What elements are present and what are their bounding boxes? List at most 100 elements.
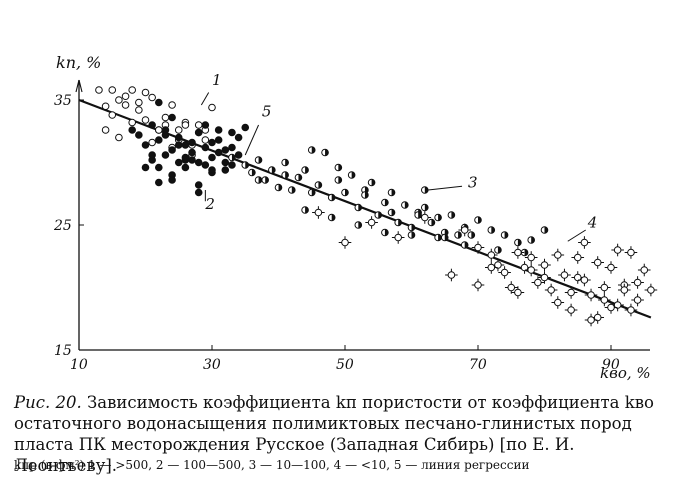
point-series-3 — [261, 176, 270, 184]
point-series-1 — [168, 101, 176, 109]
point-series-4 — [518, 261, 531, 274]
point-series-2 — [188, 148, 196, 157]
point-series-3 — [514, 238, 522, 247]
point-series-1 — [121, 92, 130, 101]
point-series-1 — [141, 116, 150, 124]
point-series-1 — [108, 86, 117, 94]
point-series-3 — [294, 173, 303, 182]
point-series-2 — [155, 98, 163, 107]
point-series-2 — [155, 178, 163, 187]
annotation-leader — [567, 229, 586, 242]
point-series-1 — [101, 102, 110, 111]
point-series-3 — [487, 226, 496, 234]
point-series-3 — [367, 178, 376, 187]
point-series-3 — [434, 233, 442, 242]
point-series-3 — [394, 218, 403, 227]
caption-text: Зависимость коэффициента kп пористости о… — [14, 393, 654, 475]
point-series-3 — [440, 233, 449, 242]
point-series-3 — [500, 231, 509, 239]
point-series-4 — [624, 246, 638, 259]
point-series-3 — [381, 198, 389, 207]
point-series-4 — [631, 293, 644, 307]
point-series-2 — [148, 121, 156, 129]
x-tick-label: 90 — [602, 357, 620, 373]
point-series-4 — [471, 241, 485, 254]
point-series-4 — [637, 263, 651, 277]
point-series-1 — [128, 86, 136, 94]
annotation-label: 3 — [468, 174, 478, 192]
point-series-2 — [161, 131, 170, 139]
point-series-2 — [194, 188, 203, 197]
point-series-2 — [155, 136, 163, 144]
y-tick-label: 25 — [53, 218, 72, 234]
point-series-3 — [374, 211, 383, 219]
point-series-3 — [354, 203, 363, 212]
point-series-3 — [334, 163, 343, 172]
point-series-4 — [598, 281, 611, 294]
point-series-3 — [527, 236, 536, 244]
point-series-1 — [208, 103, 216, 112]
point-series-2 — [141, 163, 150, 172]
point-series-4 — [471, 278, 485, 292]
point-series-2 — [208, 138, 216, 147]
point-series-4 — [485, 248, 498, 262]
point-series-4 — [524, 251, 538, 264]
point-series-3 — [460, 241, 469, 249]
point-series-4 — [558, 268, 571, 282]
y-tick-label: 35 — [54, 93, 72, 109]
annotation-label: 1 — [212, 71, 222, 89]
point-series-2 — [155, 163, 163, 172]
point-series-4 — [604, 301, 618, 314]
point-series-2 — [221, 158, 230, 167]
point-series-3 — [268, 166, 276, 174]
point-series-4 — [564, 303, 578, 317]
point-series-3 — [314, 181, 323, 189]
point-series-4 — [551, 296, 565, 309]
scatter-figure: 1 2 3 4 5 10 30 50 70 90 15 25 35 kп, % kво, % — [53, 53, 658, 382]
point-series-2 — [174, 158, 183, 167]
point-series-2 — [188, 156, 196, 164]
point-series-4 — [338, 236, 352, 249]
point-series-1 — [148, 138, 156, 147]
point-series-1 — [115, 96, 123, 104]
point-series-3 — [254, 176, 263, 184]
point-series-2 — [228, 143, 236, 152]
point-series-2 — [228, 161, 236, 169]
plot-frame — [75, 79, 650, 351]
point-series-4 — [445, 268, 458, 282]
point-series-3 — [254, 156, 263, 164]
point-series-4 — [498, 266, 511, 279]
point-series-1 — [194, 121, 203, 129]
point-series-2 — [208, 166, 216, 174]
y-tick-label: 15 — [54, 343, 72, 359]
point-series-2 — [208, 153, 216, 162]
point-series-1 — [201, 136, 210, 144]
point-series-3 — [540, 226, 549, 234]
annotation-label: 5 — [262, 102, 272, 120]
point-series-3 — [407, 223, 416, 232]
annotation-label: 4 — [587, 214, 598, 232]
point-series-4 — [312, 206, 325, 219]
point-series-4 — [538, 258, 551, 272]
figure-caption: Рис. 20. Зависимость коэффициента kп пор… — [14, 392, 674, 476]
point-series-3 — [307, 146, 316, 154]
point-series-3 — [301, 206, 309, 214]
point-series-3 — [454, 231, 462, 239]
point-series-1 — [101, 126, 110, 134]
point-series-3 — [414, 211, 422, 219]
point-series-3 — [494, 246, 502, 254]
point-series-3 — [421, 203, 429, 212]
point-series-2 — [214, 126, 223, 134]
x-tick-label: 70 — [469, 357, 487, 373]
point-series-4 — [511, 286, 525, 299]
point-series-1 — [128, 118, 136, 127]
point-series-4 — [598, 293, 611, 307]
point-series-2 — [214, 148, 223, 157]
annotation-leader — [244, 124, 260, 156]
legend-line: kпр (в фм²) 1 — >500, 2 — 100—500, 3 — 1… — [14, 458, 530, 472]
point-series-3 — [467, 231, 476, 239]
point-series-1 — [95, 86, 103, 94]
point-series-3 — [347, 171, 356, 179]
point-series-4 — [611, 243, 624, 257]
annotation-label: 2 — [204, 195, 215, 213]
